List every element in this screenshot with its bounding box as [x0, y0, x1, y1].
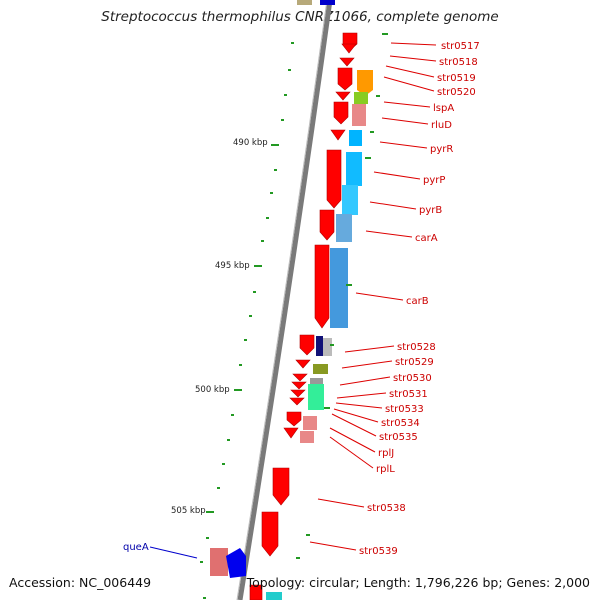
gene-block[interactable]: [310, 378, 323, 384]
gene-block[interactable]: [300, 431, 314, 443]
leader-lines: [309, 42, 437, 551]
gene-block[interactable]: [346, 152, 362, 186]
gene-arrow[interactable]: [289, 397, 305, 406]
gene-label[interactable]: str0528: [397, 342, 436, 353]
gene-arrow[interactable]: [283, 427, 299, 439]
gene-block[interactable]: [313, 364, 328, 374]
forward-genes: [249, 32, 358, 600]
genome-title: Streptococcus thermophilus CNRZ1066, com…: [101, 9, 499, 25]
gene-block[interactable]: [357, 70, 373, 96]
gene-arrow[interactable]: [286, 411, 302, 427]
gene-block[interactable]: [354, 92, 368, 104]
gene-arrow[interactable]: [337, 67, 353, 91]
function-blocks: [210, 70, 373, 600]
gene-block[interactable]: [266, 592, 282, 600]
gene-arrow[interactable]: [261, 511, 279, 557]
scale-label: 500 kbp: [195, 385, 230, 395]
gene-block[interactable]: [342, 185, 358, 215]
gene-arrow[interactable]: [249, 584, 263, 600]
gene-label[interactable]: str0539: [359, 546, 398, 557]
scale-major-ticks: [206, 144, 279, 513]
gene-arrow[interactable]: [333, 101, 349, 125]
gene-block[interactable]: [336, 214, 352, 242]
gene-arrow[interactable]: [314, 244, 330, 329]
gene-label[interactable]: str0531: [389, 389, 428, 400]
gene-block[interactable]: [303, 416, 317, 430]
gene-label[interactable]: rplJ: [378, 448, 394, 459]
leader-line-queA: [149, 546, 198, 559]
gene-arrow[interactable]: [292, 373, 308, 382]
gene-block[interactable]: [226, 548, 246, 578]
gene-block[interactable]: [210, 548, 228, 576]
gene-block[interactable]: [352, 104, 366, 126]
gene-arrow[interactable]: [330, 129, 346, 141]
gene-label[interactable]: rluD: [431, 120, 452, 131]
gene-arrow[interactable]: [272, 467, 290, 506]
gene-block[interactable]: [323, 338, 332, 356]
scale-label: 505 kbp: [171, 506, 206, 516]
gene-label[interactable]: pyrP: [423, 175, 445, 186]
gene-arrow[interactable]: [339, 57, 355, 67]
gene-block[interactable]: [316, 336, 323, 356]
genome-backbone: [237, 0, 333, 600]
gene-arrow[interactable]: [299, 334, 315, 356]
gene-arrow[interactable]: [295, 359, 311, 369]
scale-dots: [200, 42, 294, 599]
topology-text: Topology: circular; Length: 1,796,226 bp…: [246, 575, 590, 590]
gene-label[interactable]: str0538: [367, 503, 406, 514]
gene-label[interactable]: pyrB: [419, 205, 442, 216]
gene-label[interactable]: rplL: [376, 464, 395, 475]
gene-label[interactable]: queA: [123, 542, 149, 553]
gene-arrow[interactable]: [335, 91, 351, 101]
genome-backbone-highlight: [236, 0, 328, 600]
gene-label[interactable]: str0518: [439, 57, 478, 68]
gene-label[interactable]: carA: [415, 233, 438, 244]
gene-arrow[interactable]: [326, 149, 342, 209]
gene-label[interactable]: str0517: [441, 41, 480, 52]
gene-arrow[interactable]: [319, 209, 335, 241]
gene-arrow[interactable]: [341, 43, 357, 54]
gene-arrow[interactable]: [290, 389, 306, 398]
gene-label[interactable]: str0520: [437, 87, 476, 98]
gene-label[interactable]: str0530: [393, 373, 432, 384]
scale-label: 495 kbp: [215, 261, 250, 271]
gene-label[interactable]: str0529: [395, 357, 434, 368]
gene-label[interactable]: str0533: [385, 404, 424, 415]
gene-label[interactable]: carB: [406, 296, 429, 307]
gene-label[interactable]: str0534: [381, 418, 420, 429]
gene-block[interactable]: [349, 130, 362, 146]
gene-label[interactable]: str0535: [379, 432, 418, 443]
gene-label[interactable]: pyrR: [430, 144, 453, 155]
gene-block[interactable]: [308, 384, 324, 410]
gene-block: [320, 0, 335, 5]
gene-label[interactable]: lspA: [433, 103, 454, 114]
gene-labels: str0517 str0518 str0519 str0520 lspA rlu…: [123, 41, 480, 557]
gene-block[interactable]: [330, 248, 348, 328]
gene-arrow[interactable]: [291, 381, 307, 390]
gene-block: [297, 0, 312, 5]
scale-label: 490 kbp: [233, 138, 268, 148]
accession-text: Accession: NC_006449: [9, 575, 152, 590]
marker-ticks: [296, 33, 388, 559]
gene-label[interactable]: str0519: [437, 73, 476, 84]
